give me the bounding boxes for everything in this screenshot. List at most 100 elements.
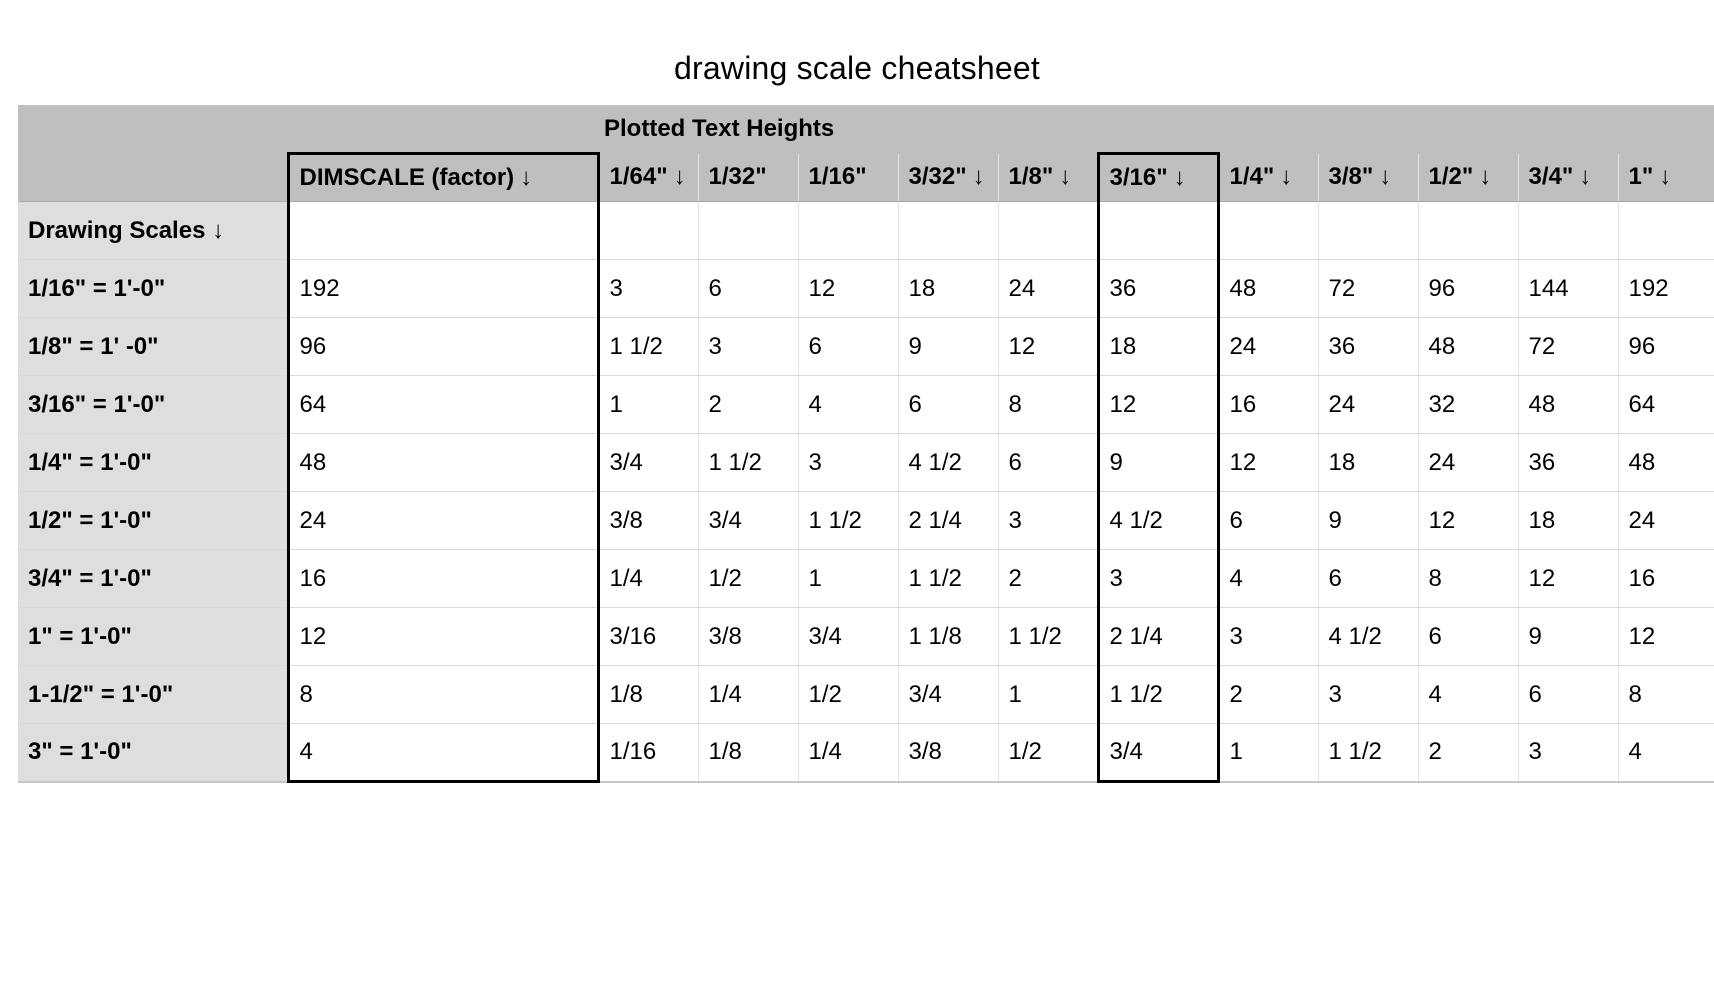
cell-value: 9 [898,318,998,376]
cell-value: 4 [1418,666,1518,724]
label-row-cell [1418,202,1518,260]
cell-value: 1 1/2 [1098,666,1218,724]
cell-value: 12 [1518,550,1618,608]
cell-value: 1 [598,376,698,434]
label-row-cell [1098,202,1218,260]
col-header-label: 3/16" [1110,164,1168,191]
cell-value: 18 [1318,434,1418,492]
cell-value: 12 [1418,492,1518,550]
col-header-c1_8: 1/8"↓ [998,154,1098,202]
cell-value: 1 1/2 [998,608,1098,666]
cell-value: 12 [1098,376,1218,434]
cell-value: 192 [288,260,598,318]
cell-value: 6 [998,434,1098,492]
header-spanner: Plotted Text Heights [598,106,1714,154]
col-header-label: 1/4" [1230,163,1275,190]
cell-value: 8 [288,666,598,724]
cell-value: 6 [1418,608,1518,666]
row-scale-label: 1-1/2" = 1'-0" [18,666,288,724]
cell-value: 1/2 [698,550,798,608]
cell-value: 72 [1318,260,1418,318]
cell-value: 48 [288,434,598,492]
cell-value: 24 [1218,318,1318,376]
table-row: 3/16" = 1'-0"6412468121624324864 [18,376,1714,434]
header-blank-2 [288,106,598,154]
col-header-c1: 1"↓ [1618,154,1714,202]
col-header-c1_32: 1/32" [698,154,798,202]
cell-value: 4 [1618,724,1714,782]
cell-value: 24 [1418,434,1518,492]
cell-value: 1/16 [598,724,698,782]
cell-value: 1/2 [998,724,1098,782]
col-header-label: DIMSCALE (factor) [300,164,515,191]
cell-value: 12 [288,608,598,666]
cell-value: 2 [1218,666,1318,724]
label-row-cell [1618,202,1714,260]
cell-value: 72 [1518,318,1618,376]
down-arrow-icon: ↓ [520,164,532,191]
cell-value: 24 [1618,492,1714,550]
cell-value: 48 [1218,260,1318,318]
down-arrow-icon: ↓ [1479,163,1491,190]
cell-value: 4 [288,724,598,782]
down-arrow-icon: ↓ [1379,163,1391,190]
cell-value: 2 [998,550,1098,608]
cell-value: 3 [698,318,798,376]
row-scale-label: 1/2" = 1'-0" [18,492,288,550]
col-header-label: 1/2" [1429,163,1474,190]
down-arrow-icon: ↓ [212,217,224,244]
cell-value: 96 [1618,318,1714,376]
down-arrow-icon: ↓ [1059,163,1071,190]
cell-value: 24 [1318,376,1418,434]
header-blank-1 [18,106,288,154]
cell-value: 6 [798,318,898,376]
cell-value: 32 [1418,376,1518,434]
cell-value: 1 1/2 [598,318,698,376]
label-row-cell [288,202,598,260]
cell-value: 24 [288,492,598,550]
cell-value: 8 [1618,666,1714,724]
down-arrow-icon: ↓ [1174,164,1186,191]
cell-value: 144 [1518,260,1618,318]
cell-value: 3 [1098,550,1218,608]
cell-value: 9 [1098,434,1218,492]
cell-value: 36 [1518,434,1618,492]
cell-value: 64 [1618,376,1714,434]
cell-value: 1 [998,666,1098,724]
cell-value: 36 [1098,260,1218,318]
col-header-label: 1/64" [610,163,668,190]
col-header-c1_4: 1/4"↓ [1218,154,1318,202]
col-header-c3_4: 3/4"↓ [1518,154,1618,202]
cell-value: 48 [1518,376,1618,434]
cell-value: 24 [998,260,1098,318]
table-row: 1-1/2" = 1'-0"81/81/41/23/411 1/223468 [18,666,1714,724]
table-row: 1/16" = 1'-0"1923612182436487296144192 [18,260,1714,318]
page-title: drawing scale cheatsheet [18,50,1696,87]
cell-value: 1/4 [598,550,698,608]
cell-value: 3/4 [798,608,898,666]
cell-value: 18 [1518,492,1618,550]
col-header-label: 3/8" [1329,163,1374,190]
cell-value: 3/4 [698,492,798,550]
cell-value: 1/8 [598,666,698,724]
cell-value: 1 1/2 [898,550,998,608]
cell-value: 2 1/4 [1098,608,1218,666]
label-row-cell [598,202,698,260]
col-header-c1_2: 1/2"↓ [1418,154,1518,202]
cell-value: 4 [798,376,898,434]
scale-cheatsheet-table: Plotted Text Heights DIMSCALE (factor)↓1… [18,105,1714,783]
table-row: 1/8" = 1' -0"961 1/236912182436487296 [18,318,1714,376]
cell-value: 1 1/2 [1318,724,1418,782]
cell-value: 12 [1218,434,1318,492]
col-header-label: 1" [1629,163,1654,190]
cell-value: 4 1/2 [1098,492,1218,550]
cell-value: 1 [798,550,898,608]
col-header-label: 3/32" [909,163,967,190]
table-row: 3" = 1'-0"41/161/81/43/81/23/411 1/2234 [18,724,1714,782]
row-label-heading-text: Drawing Scales [28,217,205,244]
cell-value: 9 [1518,608,1618,666]
cell-value: 18 [898,260,998,318]
cell-value: 1 1/2 [798,492,898,550]
cell-value: 8 [998,376,1098,434]
cell-value: 1/4 [798,724,898,782]
